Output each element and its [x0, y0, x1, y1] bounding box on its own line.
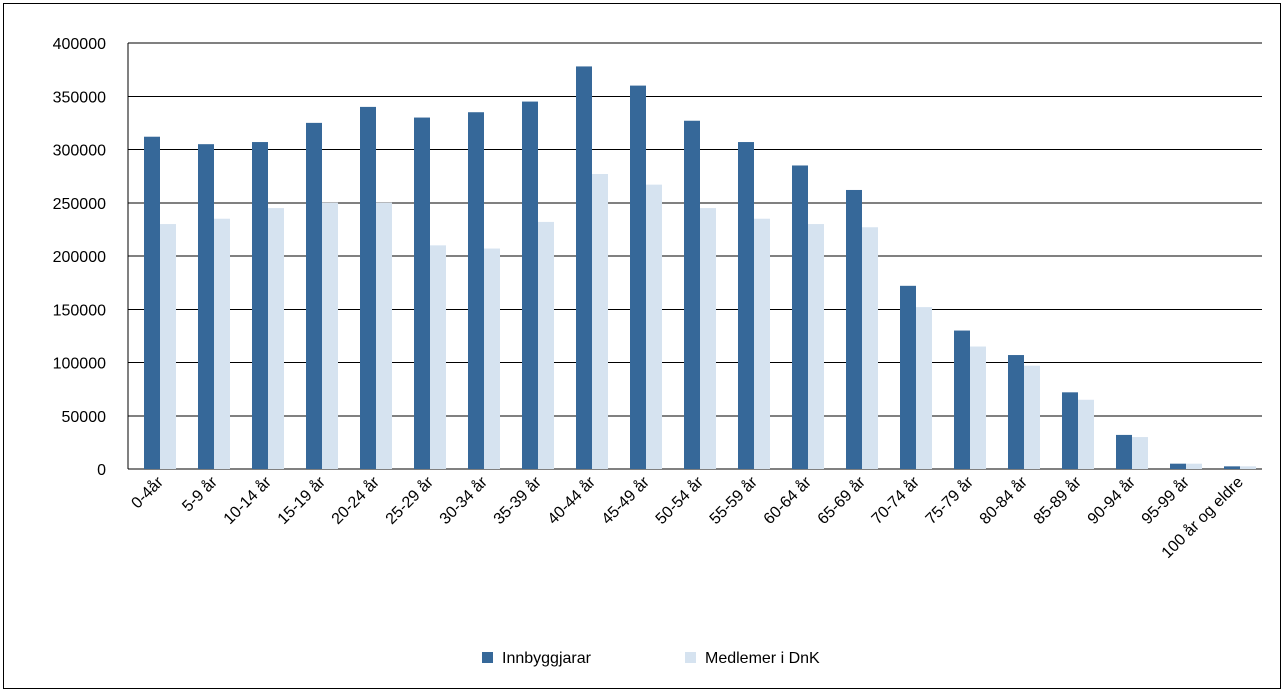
x-tick-labels: 0-4år 5-9 år 10-14 år 15-19 år 20-24 år 25-29… — [128, 473, 1247, 562]
bar — [862, 227, 878, 469]
bar — [684, 120, 700, 470]
x-tick-label: 90-94 år — [1084, 473, 1139, 528]
x-tick-label: 5-9 år — [179, 473, 222, 516]
legend-label: Medlemer i DnK — [705, 650, 820, 667]
legend-item: Innbyggjarar — [482, 650, 592, 667]
x-tick-label: 80-84 år — [976, 473, 1031, 528]
x-tick-label: 95-99 år — [1138, 473, 1193, 528]
bar — [1240, 466, 1256, 469]
x-tick-label: 30-34 år — [436, 473, 491, 528]
bar — [198, 144, 214, 470]
x-tick-label: 70-74 år — [868, 473, 923, 528]
y-tick-label: 350000 — [53, 89, 106, 106]
legend-label: Innbyggjarar — [502, 650, 592, 667]
bar — [214, 218, 230, 469]
x-tick-label: 20-24 år — [328, 473, 383, 528]
y-tick-label: 150000 — [53, 302, 106, 319]
bar — [646, 184, 662, 469]
bar — [430, 245, 446, 469]
legend-swatch — [482, 652, 493, 663]
x-tick-label: 65-69 år — [814, 473, 869, 528]
series-0-bars — [144, 66, 1240, 470]
bar — [484, 248, 500, 469]
x-tick-label: 85-89 år — [1030, 473, 1085, 528]
bar — [376, 202, 392, 469]
bar — [306, 122, 322, 469]
bar — [1170, 463, 1186, 469]
x-tick-label: 60-64 år — [760, 473, 815, 528]
bar — [576, 66, 592, 470]
y-tick-label: 50000 — [62, 409, 107, 426]
x-tick-label: 40-44 år — [544, 473, 599, 528]
x-tick-label: 15-19 år — [274, 473, 329, 528]
bar — [1116, 434, 1132, 469]
bar — [414, 117, 430, 470]
bar — [738, 142, 754, 470]
x-tick-label: 10-14 år — [220, 473, 275, 528]
bar — [268, 208, 284, 469]
bar — [900, 285, 916, 469]
y-tick-label: 300000 — [53, 143, 106, 160]
x-tick-label: 45-49 år — [598, 473, 653, 528]
x-tick-label: 25-29 år — [382, 473, 437, 528]
x-tick-label: 55-59 år — [706, 473, 761, 528]
x-tick-label: 75-79 år — [922, 473, 977, 528]
y-tick-label: 0 — [97, 462, 106, 479]
legend-item: Medlemer i DnK — [685, 650, 820, 667]
y-tick-label: 200000 — [53, 249, 106, 266]
bar — [1078, 399, 1094, 469]
x-tick-label: 50-54 år — [652, 473, 707, 528]
bar — [160, 224, 176, 469]
bar — [970, 346, 986, 469]
y-tick-label: 100000 — [53, 356, 106, 373]
bars — [144, 66, 1256, 470]
bar — [1224, 466, 1240, 469]
bar — [1062, 392, 1078, 469]
bar — [808, 224, 824, 469]
bar — [916, 307, 932, 469]
bar — [322, 202, 338, 469]
legend-swatch — [685, 652, 696, 663]
x-tick-label: 0-4år — [128, 473, 168, 513]
bar — [360, 106, 376, 470]
bar — [592, 173, 608, 469]
y-tick-label: 400000 — [53, 36, 106, 53]
bar — [538, 221, 554, 469]
bar — [792, 165, 808, 469]
bar — [700, 208, 716, 469]
y-tick-labels: 0 50000 100000 150000 200000 250000 300000 3500… — [53, 36, 106, 479]
bar — [522, 101, 538, 469]
x-tick-label: 35-39 år — [490, 473, 545, 528]
bar — [468, 112, 484, 469]
bar — [846, 189, 862, 469]
y-tick-label: 250000 — [53, 196, 106, 213]
legend: Innbyggjarar Medlemer i DnK — [482, 650, 820, 667]
bar — [144, 136, 160, 469]
bar — [1132, 437, 1148, 469]
bar — [954, 330, 970, 469]
bar — [630, 85, 646, 469]
bar — [252, 142, 268, 470]
bar — [1024, 365, 1040, 469]
series-1-bars — [160, 173, 1256, 469]
bar — [1186, 463, 1202, 469]
bar — [754, 218, 770, 469]
bar — [1008, 355, 1024, 469]
